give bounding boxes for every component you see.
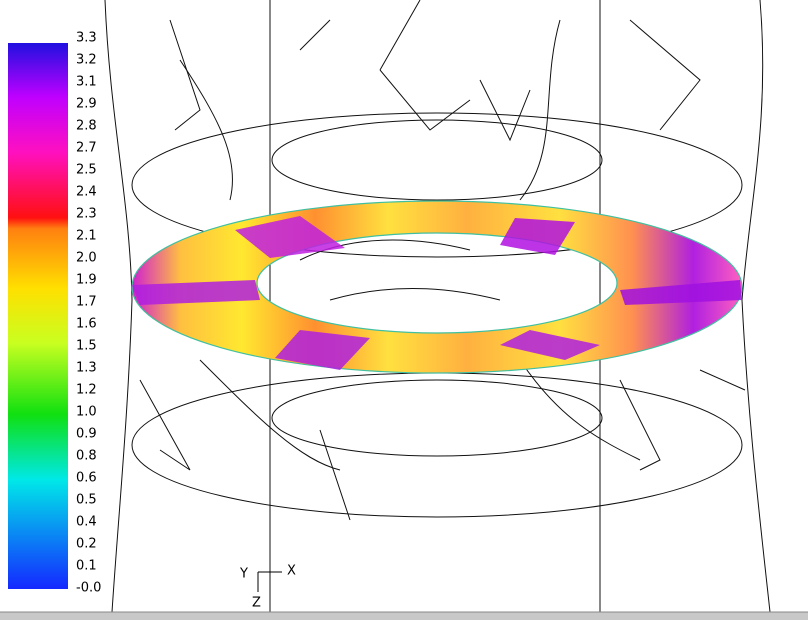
colorbar-label: 1.2	[76, 383, 97, 398]
colorbar-label: 0.4	[76, 515, 97, 530]
colorbar-label: 1.0	[76, 405, 97, 420]
contour-patches	[132, 216, 742, 370]
colorbar-label: 1.7	[76, 295, 97, 310]
colorbar-label: 0.9	[76, 427, 97, 442]
colorbar-label: 1.6	[76, 317, 97, 332]
triad-x: X	[287, 564, 296, 579]
colorbar-label: 0.8	[76, 449, 97, 464]
colorbar-label: 2.9	[76, 97, 97, 112]
colorbar-label: 2.5	[76, 163, 97, 178]
axes-triad: Y X Z	[239, 564, 296, 611]
triad-z: Z	[252, 596, 261, 611]
colorbar-label: 0.6	[76, 471, 97, 486]
colorbar-label: 2.1	[76, 229, 97, 244]
colorbar-label: 3.3	[76, 31, 97, 46]
colorbar-label: 0.1	[76, 559, 97, 574]
colorbar-label: 2.3	[76, 207, 97, 222]
colorbar-label: 0.2	[76, 537, 97, 552]
colorbar-label: 3.2	[76, 53, 97, 68]
colorbar-label: 2.0	[76, 251, 97, 266]
colorbar-labels: 3.3 3.2 3.1 2.9 2.8 2.7 2.5 2.4 2.3 2.1 2.0 1.9 1.7 1…	[76, 31, 101, 596]
colorbar-label: 3.1	[76, 75, 97, 90]
colorbar-label: 2.7	[76, 141, 97, 156]
status-bar	[0, 612, 808, 620]
colorbar-label: 1.3	[76, 361, 97, 376]
colorbar-label: 1.9	[76, 273, 97, 288]
colorbar-label: 1.5	[76, 339, 97, 354]
colorbar-label: 2.8	[76, 119, 97, 134]
triad-y: Y	[239, 567, 248, 582]
colorbar-label: -0.0	[76, 581, 101, 596]
colorbar-label: 2.4	[76, 185, 97, 200]
colorbar	[8, 43, 68, 589]
wireframe	[104, 0, 771, 613]
colorbar-label: 0.5	[76, 493, 97, 508]
